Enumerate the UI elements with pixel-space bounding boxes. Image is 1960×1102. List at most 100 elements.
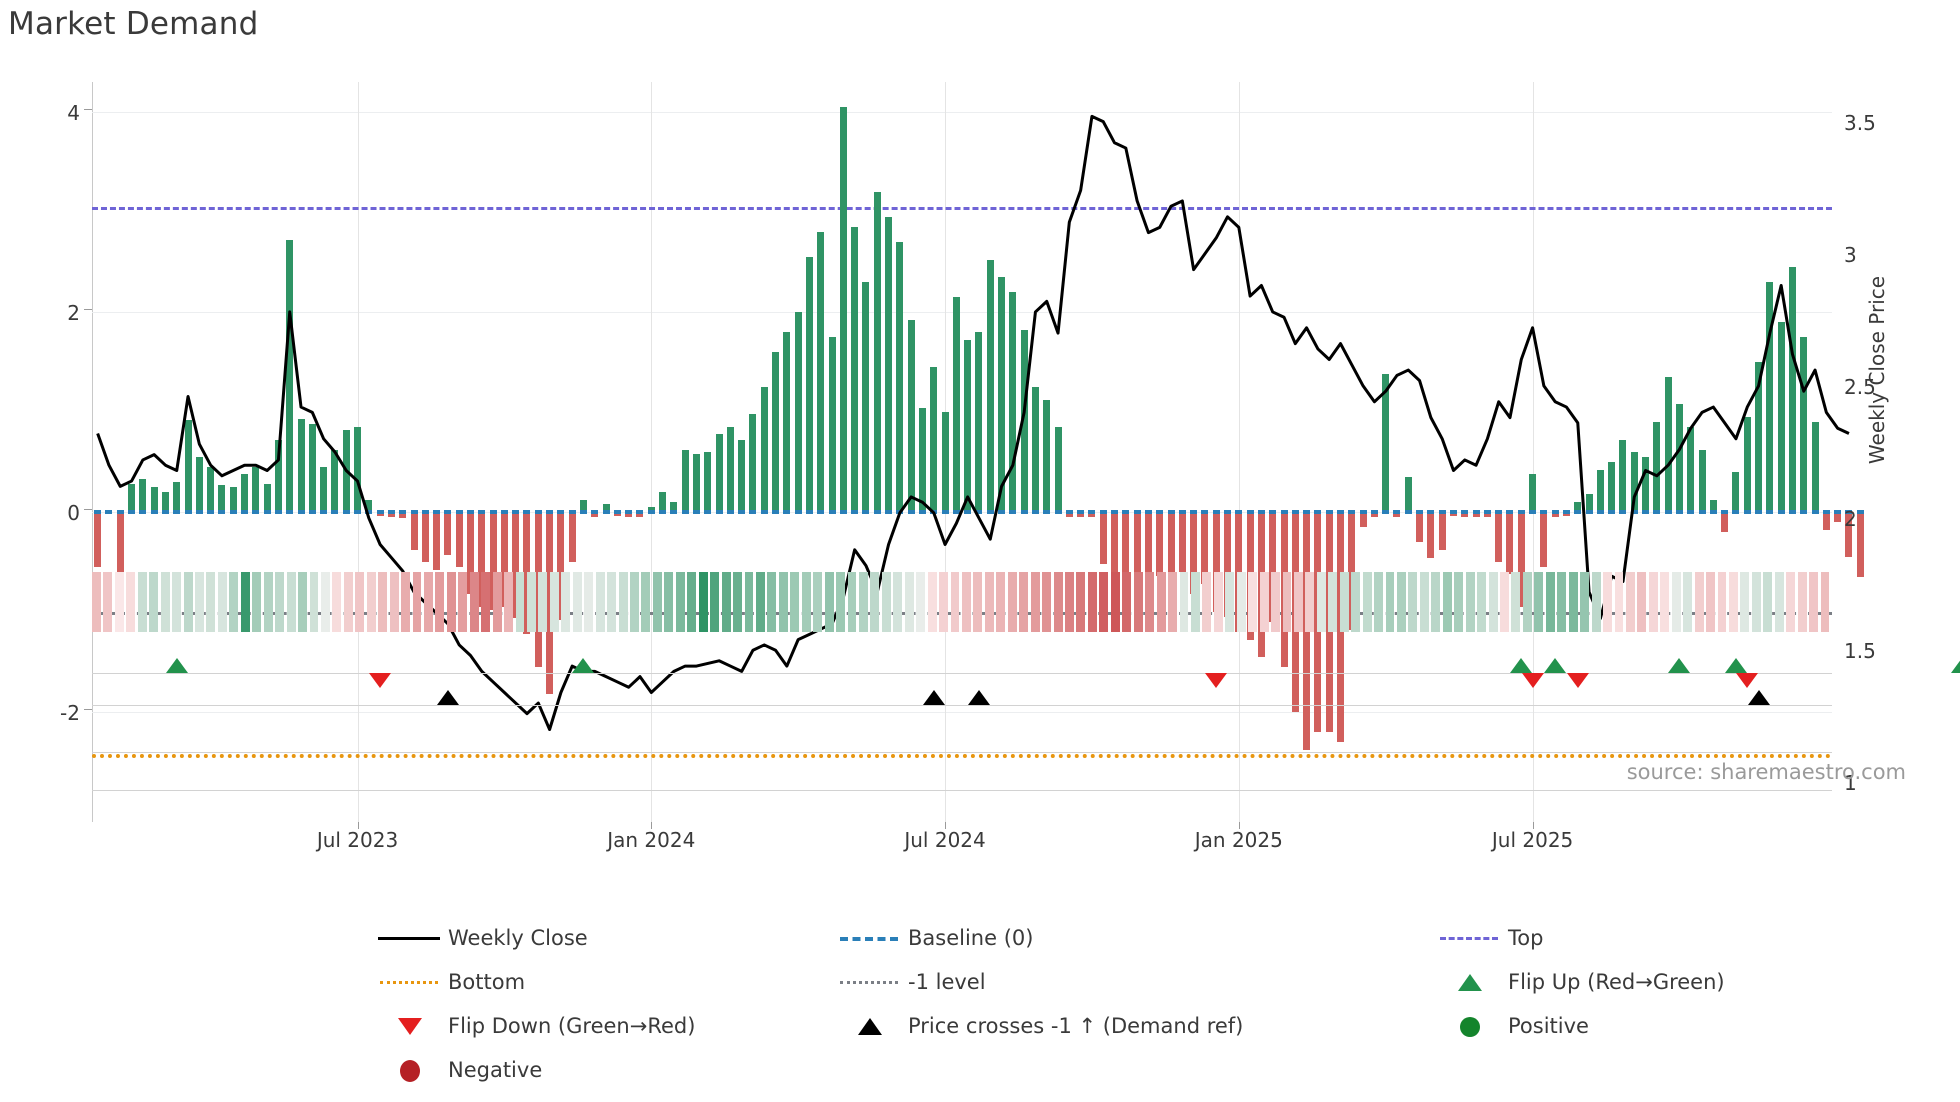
legend-item[interactable]: Baseline (0) [830, 920, 1430, 956]
legend-label: Price crosses -1 ↑ (Demand ref) [908, 1014, 1244, 1038]
baseline-segment [546, 510, 554, 514]
demand-bar [1393, 512, 1401, 517]
demand-bar [726, 427, 734, 512]
demand-bar [1416, 512, 1424, 542]
legend-glyph [370, 920, 448, 956]
x-gridline [1238, 82, 1240, 822]
baseline-segment [1224, 510, 1232, 514]
baseline-segment [512, 510, 520, 514]
y-axis-line [92, 82, 93, 822]
heatmap-cell [916, 572, 926, 632]
baseline-segment [241, 510, 249, 514]
baseline-segment [749, 510, 757, 514]
demand-bar [1167, 512, 1175, 580]
baseline-segment [387, 510, 395, 514]
heatmap-cell [1087, 572, 1097, 632]
demand-bar [150, 487, 158, 512]
heatmap-cell [1339, 572, 1349, 632]
baseline-segment [421, 510, 429, 514]
baseline-segment [229, 510, 237, 514]
heatmap-cell [858, 572, 868, 632]
baseline-segment [1755, 510, 1763, 514]
y-tick-right: 3.5 [1844, 110, 1876, 135]
demand-bar [783, 332, 791, 512]
legend-label: Positive [1508, 1014, 1589, 1038]
heatmap-cell [1202, 572, 1212, 632]
demand-bar [241, 474, 249, 512]
baseline-segment [365, 510, 373, 514]
heatmap-cell [710, 572, 720, 632]
heatmap-cell [240, 572, 250, 632]
legend-item[interactable]: Flip Down (Green→Red) [370, 1008, 830, 1044]
demand-bar [1709, 500, 1717, 512]
baseline-segment [1111, 510, 1119, 514]
demand-bar [1201, 512, 1209, 584]
demand-bar [1721, 512, 1729, 532]
heatmap-cell [1809, 572, 1819, 632]
legend-item[interactable]: Bottom [370, 964, 830, 1000]
baseline-segment [320, 510, 328, 514]
legend-item[interactable]: Negative [370, 1052, 830, 1088]
legend-item[interactable]: Top [1430, 920, 1770, 956]
x-tick-label: Jul 2024 [904, 828, 986, 852]
demand-bar [568, 512, 576, 562]
heatmap-cell [630, 572, 639, 632]
heatmap-cell [813, 572, 823, 632]
marker-row-rule [92, 790, 1832, 791]
baseline-segment [1438, 510, 1446, 514]
legend-item[interactable]: -1 level [830, 964, 1430, 1000]
heatmap-cell [1717, 572, 1727, 632]
heatmap-cell [927, 572, 937, 632]
flip-down-marker [1566, 673, 1589, 688]
legend-item[interactable]: Positive [1430, 1008, 1770, 1044]
demand-bar [1743, 417, 1751, 512]
baseline-segment [1800, 510, 1808, 514]
heatmap-cell [1293, 572, 1303, 632]
demand-bar [602, 504, 610, 512]
baseline-segment [1144, 510, 1152, 514]
flip-down-marker [1205, 673, 1228, 688]
price-cross-marker [1747, 690, 1770, 705]
baseline-segment [1065, 510, 1073, 514]
demand-bar [1449, 512, 1457, 516]
baseline-segment [579, 510, 587, 514]
baseline-segment [726, 510, 734, 514]
baseline-segment [851, 510, 859, 514]
heatmap-cell [801, 572, 811, 632]
heatmap-cell [206, 572, 216, 632]
baseline-segment [1811, 510, 1819, 514]
heatmap-cell [870, 572, 880, 632]
heatmap-cell [1248, 572, 1258, 632]
heatmap-cell [149, 572, 159, 632]
heatmap-cell [1637, 572, 1647, 632]
demand-bar [738, 440, 746, 512]
legend-label: Flip Down (Green→Red) [448, 1014, 696, 1038]
legend-item[interactable]: Weekly Close [370, 920, 830, 956]
y-tick-right: 3 [1844, 242, 1857, 267]
flip-up-marker [1724, 658, 1747, 673]
legend-item[interactable]: Flip Up (Red→Green) [1430, 964, 1770, 1000]
demand-bar [1212, 512, 1220, 612]
demand-bar [1755, 362, 1763, 512]
baseline-segment [681, 510, 689, 514]
price-cross-marker [967, 690, 990, 705]
baseline-segment [354, 510, 362, 514]
baseline-segment [500, 510, 508, 514]
demand-bar [805, 257, 813, 512]
heatmap-cell [504, 572, 514, 632]
demand-bar [410, 512, 418, 550]
demand-bar [1020, 330, 1028, 512]
triangle-up-icon [858, 1018, 882, 1035]
x-tick-label: Jul 2025 [1491, 828, 1574, 852]
demand-bar [1585, 494, 1593, 512]
heatmap-cell [1362, 572, 1372, 632]
heatmap-cell [1145, 572, 1155, 632]
baseline-segment [1721, 510, 1729, 514]
demand-bar [975, 332, 983, 512]
demand-bar [1856, 512, 1864, 577]
plot-area: 4 2 0 -2 3.5 3 2.5 2 1.5 1 Jul 2023 Jan 2024 Jul 2… [60, 82, 1876, 852]
legend-item[interactable]: Price crosses -1 ↑ (Demand ref) [830, 1008, 1430, 1044]
demand-bar [263, 484, 271, 512]
baseline-segment [1596, 510, 1604, 514]
heatmap-cell [160, 572, 170, 632]
